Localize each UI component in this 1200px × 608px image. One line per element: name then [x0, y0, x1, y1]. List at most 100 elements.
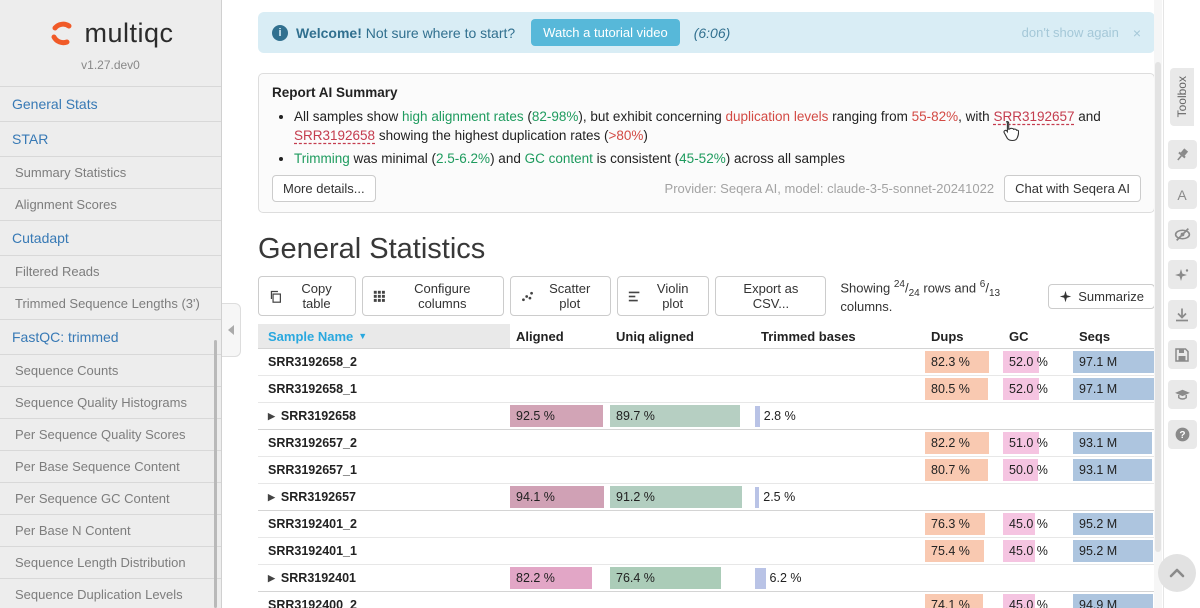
- grid-icon: [373, 290, 386, 303]
- sidebar-item-general-stats[interactable]: General Stats: [0, 85, 221, 121]
- download-toolbox-button[interactable]: [1167, 300, 1197, 329]
- chevron-up-icon: [1169, 568, 1185, 578]
- dups-cell: [925, 565, 1003, 591]
- dups-cell: 82.2 %: [925, 430, 1003, 456]
- uniq-aligned-cell: [610, 592, 755, 608]
- column-header-uniq-aligned: Uniq aligned: [616, 328, 694, 344]
- sidebar-item-trimmed-sequence-lengths-3-[interactable]: Trimmed Sequence Lengths (3'): [0, 286, 221, 319]
- ai-sparkle-toolbox-button[interactable]: [1167, 260, 1197, 289]
- sidebar-scrollbar[interactable]: [214, 340, 217, 608]
- table-header-row: Sample Name ▼ Aligned Uniq aligned Trimmed b…: [258, 324, 1155, 349]
- configure-columns-button[interactable]: Configure columns: [362, 276, 504, 317]
- sidebar-item-sequence-quality-histograms[interactable]: Sequence Quality Histograms: [0, 385, 221, 418]
- scroll-to-top-button[interactable]: [1158, 554, 1196, 592]
- expand-caret-icon[interactable]: ▶: [268, 491, 275, 502]
- save-icon: [1174, 347, 1190, 363]
- toolbox-tab[interactable]: Toolbox: [1170, 68, 1194, 126]
- gc-cell: 45.0 %: [1003, 538, 1073, 564]
- hide-samples-toolbox-button[interactable]: [1167, 220, 1197, 249]
- sample-name-cell: SRR3192401_2: [268, 517, 357, 532]
- column-header-trimmed-bases: Trimmed bases: [761, 328, 856, 344]
- close-icon[interactable]: ×: [1132, 24, 1141, 41]
- uniq-aligned-cell: 91.2 %: [610, 484, 755, 510]
- trimmed-bases-cell: [755, 430, 925, 456]
- help-toolbox-button[interactable]: ?: [1167, 420, 1197, 449]
- save-toolbox-button[interactable]: [1167, 340, 1197, 369]
- toolbox-strip: Toolbox A?: [1163, 0, 1200, 608]
- more-details-button[interactable]: More details...: [272, 175, 376, 203]
- sidebar-item-fastqc-trimmed[interactable]: FastQC: trimmed: [0, 318, 221, 354]
- sidebar-item-alignment-scores[interactable]: Alignment Scores: [0, 187, 221, 220]
- text-size-toolbox-button[interactable]: A: [1167, 180, 1197, 209]
- sidebar-item-per-sequence-gc-content[interactable]: Per Sequence GC Content: [0, 481, 221, 514]
- copy-table-button[interactable]: Copy table: [258, 276, 357, 317]
- uniq-aligned-cell: [610, 538, 755, 564]
- sidebar-nav: General Stats STAR Summary Statistics Align…: [0, 85, 221, 608]
- sidebar-item-star[interactable]: STAR: [0, 120, 221, 156]
- seqs-cell: 97.1 M: [1073, 349, 1155, 375]
- sample-link[interactable]: SRR3192657: [993, 109, 1075, 124]
- gc-cell: [1003, 403, 1073, 429]
- sidebar-item-cutadapt[interactable]: Cutadapt: [0, 219, 221, 255]
- aligned-cell: 82.2 %: [510, 565, 610, 591]
- sample-name-cell[interactable]: ▶ SRR3192401: [268, 571, 356, 586]
- sidebar-item-sequence-counts[interactable]: Sequence Counts: [0, 353, 221, 386]
- sidebar-item-per-base-n-content[interactable]: Per Base N Content: [0, 513, 221, 546]
- page-title: General Statistics: [258, 233, 486, 266]
- violin-plot-button[interactable]: Violin plot: [616, 276, 710, 317]
- dont-show-again-link[interactable]: don't show again: [1021, 25, 1119, 40]
- aligned-cell: [510, 457, 610, 483]
- sidebar-item-per-sequence-quality-scores[interactable]: Per Sequence Quality Scores: [0, 417, 221, 450]
- aligned-cell: [510, 511, 610, 537]
- table-row: SRR3192657_2 82.2 % 51.0 % 93.1 M: [258, 429, 1155, 456]
- expand-caret-icon[interactable]: ▶: [268, 410, 275, 421]
- dups-cell: 75.4 %: [925, 538, 1003, 564]
- sidebar-item-sequence-duplication-levels[interactable]: Sequence Duplication Levels: [0, 577, 221, 608]
- rows-shown: 24: [893, 279, 905, 290]
- sidebar-item-filtered-reads[interactable]: Filtered Reads: [0, 254, 221, 287]
- summarize-button[interactable]: Summarize: [1048, 283, 1155, 309]
- sample-name-cell[interactable]: ▶ SRR3192658: [268, 409, 356, 424]
- dups-cell: 76.3 %: [925, 511, 1003, 537]
- gc-cell: 45.0 %: [1003, 592, 1073, 608]
- seqs-cell: [1073, 565, 1155, 591]
- table-toolbar: Copy table Configure columns Scatter plot V…: [258, 276, 1155, 317]
- sample-name-cell: SRR3192658_1: [268, 382, 357, 397]
- sidebar-item-summary-statistics[interactable]: Summary Statistics: [0, 155, 221, 188]
- dups-cell: 82.3 %: [925, 349, 1003, 375]
- ai-sparkle-icon: [1174, 267, 1190, 283]
- cols-shown: 6: [979, 279, 986, 290]
- trimmed-bases-cell: 2.5 %: [755, 484, 925, 510]
- export-as-csv--button[interactable]: Export as CSV...: [715, 276, 827, 317]
- table-row: SRR3192657_1 80.7 % 50.0 % 93.1 M: [258, 456, 1155, 483]
- expand-caret-icon[interactable]: ▶: [268, 572, 275, 583]
- column-header-seqs: Seqs: [1079, 328, 1111, 344]
- ai-summary-panel: Report AI Summary All samples show high …: [258, 73, 1155, 214]
- table-row: ▶ SRR3192401 82.2 % 76.4 % 6.2 %: [258, 564, 1155, 591]
- sidebar-item-per-base-sequence-content[interactable]: Per Base Sequence Content: [0, 449, 221, 482]
- sample-name-cell: SRR3192657_1: [268, 463, 357, 478]
- pin-toolbox-button[interactable]: [1167, 140, 1197, 169]
- tutorial-toolbox-button[interactable]: [1167, 380, 1197, 409]
- aligned-cell: [510, 376, 610, 402]
- version-label: v1.27.dev0: [81, 57, 140, 72]
- sidebar-item-sequence-length-distribution[interactable]: Sequence Length Distribution: [0, 545, 221, 578]
- sample-link[interactable]: SRR3192658: [294, 128, 376, 144]
- sample-name-cell[interactable]: ▶ SRR3192657: [268, 490, 356, 505]
- page-scrollbar[interactable]: [1154, 0, 1162, 608]
- info-icon: i: [272, 24, 288, 41]
- cols-total: 13: [988, 287, 1001, 299]
- violin-icon: [628, 290, 641, 303]
- gc-cell: [1003, 484, 1073, 510]
- trimmed-bases-cell: 2.8 %: [755, 403, 925, 429]
- dups-cell: 74.1 %: [925, 592, 1003, 608]
- sidebar-collapse-handle[interactable]: [222, 303, 241, 357]
- scatter-plot-button[interactable]: Scatter plot: [509, 276, 611, 317]
- table-row: SRR3192401_1 75.4 % 45.0 % 95.2 M: [258, 537, 1155, 564]
- general-stats-table: Sample Name ▼ Aligned Uniq aligned Trimmed b…: [258, 324, 1155, 608]
- chat-seqera-button[interactable]: Chat with Seqera AI: [1004, 175, 1141, 203]
- watch-tutorial-button[interactable]: Watch a tutorial video: [531, 19, 680, 46]
- column-header-sample-name[interactable]: Sample Name ▼: [258, 324, 510, 349]
- trimmed-bases-cell: [755, 538, 925, 564]
- page-scrollbar-thumb[interactable]: [1155, 62, 1161, 552]
